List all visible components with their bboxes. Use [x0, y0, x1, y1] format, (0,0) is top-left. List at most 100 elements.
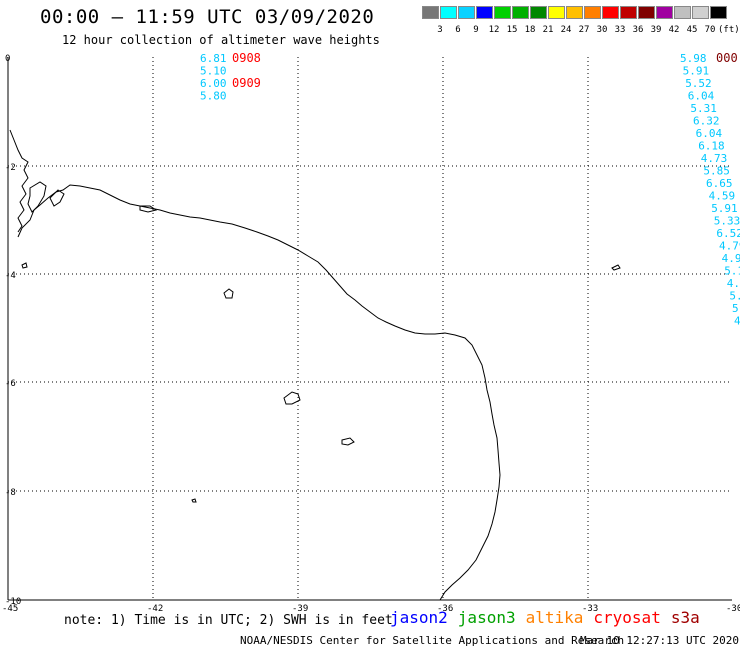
- swh-value-label: 4.59: [709, 190, 736, 203]
- map-tick-labels: 0 -2 -4 -6 -8 -10-45 -42 -39 -36 -33 -30: [2, 54, 740, 614]
- footer-note: note: 1) Time is in UTC; 2) SWH is in fe…: [64, 613, 393, 628]
- lon-tick-label: -39: [292, 604, 308, 614]
- satellite-name: altika: [525, 608, 584, 627]
- legend-swatch: [512, 6, 529, 19]
- legend-swatch: [674, 6, 691, 19]
- swh-value-label: 5.: [729, 290, 740, 303]
- legend-swatch: [458, 6, 475, 19]
- island-w: [21, 262, 28, 269]
- rocas-atoll: [223, 288, 234, 299]
- swh-value-label: 5.80: [200, 90, 227, 103]
- legend-swatch: [692, 6, 709, 19]
- legend-label: 6: [455, 25, 461, 35]
- swh-value-label: 5.10: [200, 65, 227, 78]
- map-grid: [8, 57, 732, 600]
- swh-value-label: 5.98: [680, 52, 707, 65]
- lat-tick-label: -4: [5, 271, 16, 281]
- lon-tick-label: -33: [582, 604, 598, 614]
- swh-value-label: 5.1: [724, 265, 740, 278]
- legend-label: 45: [686, 25, 698, 35]
- left-observation-values: 6.815.106.005.80 0908 0909: [200, 51, 261, 103]
- timestamp-text: Mar 10 12:27:13 UTC 2020: [580, 634, 739, 647]
- legend-swatch: [566, 6, 583, 19]
- swh-value-label: 6.04: [688, 90, 715, 103]
- swh-value-label: 6.65: [706, 177, 733, 190]
- coastline: [9, 129, 621, 601]
- island-south: [341, 437, 355, 446]
- brazil-coastline: [17, 184, 501, 601]
- swh-value-label: 4.7: [727, 277, 740, 290]
- legend-swatch: [530, 6, 547, 19]
- swh-value-label: 6.04: [696, 127, 723, 140]
- swh-value-label: 6.18: [698, 140, 725, 153]
- swh-value-label: 6.00: [200, 77, 227, 90]
- legend-swatch: [584, 6, 601, 19]
- swh-value-label: 5.91: [711, 202, 738, 215]
- legend-swatch: [620, 6, 637, 19]
- island-east: [611, 264, 621, 271]
- swh-value-label: 6.81: [200, 52, 227, 65]
- legend-swatch: [638, 6, 655, 19]
- swh-value-label: 4.73: [701, 152, 728, 165]
- legend-label: 15: [506, 25, 518, 35]
- legend-label: 24: [560, 25, 572, 35]
- legend-label: 18: [524, 25, 536, 35]
- legend-label: (ft): [718, 25, 740, 35]
- legend-label: 33: [614, 25, 626, 35]
- satellite-name: jason3: [457, 608, 516, 627]
- swh-value-label: 6.32: [693, 115, 720, 128]
- swh-value-label: 4.79: [719, 240, 740, 253]
- credit-text: NOAA/NESDIS Center for Satellite Applica…: [240, 634, 625, 647]
- legend-swatch: [422, 6, 439, 19]
- legend-label: 27: [578, 25, 590, 35]
- legend-swatch: [710, 6, 727, 19]
- time-label: 0908: [232, 51, 261, 65]
- legend-swatch: [656, 6, 673, 19]
- lat-tick-label: -8: [5, 488, 16, 498]
- satellite-list: jason2 jason3 altika cryosat s3a: [390, 608, 710, 627]
- river-mouth-coast: [9, 129, 29, 233]
- lat-tick-label: 0: [5, 54, 10, 64]
- time-label: 0909: [232, 76, 261, 90]
- legend-swatch: [476, 6, 493, 19]
- legend-swatch: [494, 6, 511, 19]
- satellite-name: s3a: [670, 608, 700, 627]
- fernando-de-noronha: [283, 391, 301, 405]
- lon-tick-label: -36: [437, 604, 453, 614]
- swh-value-label: 5.33: [714, 215, 740, 228]
- swh-value-label: 6.52: [716, 227, 740, 240]
- legend-label: 21: [542, 25, 554, 35]
- legend-swatch: [602, 6, 619, 19]
- lon-tick-label: -45: [2, 604, 18, 614]
- island-sw: [191, 498, 197, 503]
- legend-label: 39: [650, 25, 662, 35]
- lat-tick-label: -6: [5, 379, 16, 389]
- swh-value-label: 4: [734, 315, 740, 328]
- legend-label: 70: [704, 25, 716, 35]
- swh-value-label: 5.52: [685, 77, 712, 90]
- lon-tick-label: -30: [726, 604, 740, 614]
- legend-label: 3: [437, 25, 443, 35]
- swh-value-label: 4.92: [722, 252, 740, 265]
- river-mouth-islands: [49, 189, 65, 207]
- legend-swatch: [440, 6, 457, 19]
- right-observation-values: 5.985.915.526.045.316.326.046.184.735.85…: [680, 52, 740, 328]
- legend-label: 12: [488, 25, 500, 35]
- right-time-label: 000: [716, 51, 738, 65]
- swh-value-label: 5.: [732, 302, 740, 315]
- legend-label: 30: [596, 25, 608, 35]
- legend-label: 36: [632, 25, 644, 35]
- coastal-islands: [139, 205, 158, 213]
- swh-value-label: 5.31: [690, 102, 717, 115]
- swh-value-label: 5.85: [703, 165, 730, 178]
- page-subtitle: 12 hour collection of altimeter wave hei…: [62, 33, 380, 47]
- legend-label: 9: [473, 25, 479, 35]
- marajo-island: [27, 181, 47, 213]
- lat-tick-label: -10: [5, 597, 21, 607]
- satellite-name: jason2: [390, 608, 448, 627]
- lat-tick-label: -2: [5, 163, 16, 173]
- satellite-name: cryosat: [593, 608, 661, 627]
- page-title: 00:00 – 11:59 UTC 03/09/2020: [40, 6, 375, 28]
- legend-label: 42: [668, 25, 680, 35]
